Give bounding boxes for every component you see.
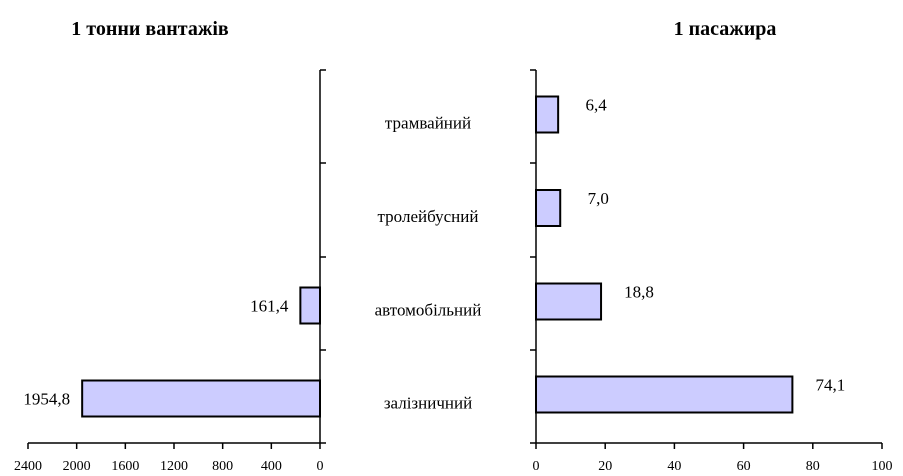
left-x-tick-label: 1200 xyxy=(160,459,188,474)
category-label: тролейбусний xyxy=(378,207,479,226)
left-x-tick-label: 0 xyxy=(317,459,324,474)
left-x-tick-label: 1600 xyxy=(111,459,139,474)
right-bar xyxy=(535,282,603,321)
right-bar xyxy=(535,189,562,227)
category-labels: трамвайний тролейбусний автомобільний заліз… xyxy=(375,114,482,413)
left-bar xyxy=(299,286,322,325)
right-x-tick-label: 60 xyxy=(737,459,751,474)
right-x-tick-label: 40 xyxy=(667,459,681,474)
category-label: автомобільний xyxy=(375,301,482,320)
right-bar xyxy=(535,375,794,414)
right-x-tick-label: 80 xyxy=(806,459,820,474)
right-bar-data-label: 7,0 xyxy=(588,189,609,208)
right-bar-data-label: 18,8 xyxy=(624,283,654,302)
left-chart-area: 2400 2000 1600 1200 800 400 0 161,4 1954,8 xyxy=(14,69,326,474)
left-bar xyxy=(81,379,321,418)
left-x-tick-label: 800 xyxy=(212,459,233,474)
left-bar-data-label: 161,4 xyxy=(250,297,289,316)
right-x-tick-label: 100 xyxy=(872,459,893,474)
left-bar-data-label: 1954,8 xyxy=(23,390,70,409)
left-x-tick-label: 400 xyxy=(261,459,282,474)
right-x-tick-label: 0 xyxy=(533,459,540,474)
left-x-tick-label: 2400 xyxy=(14,459,42,474)
right-chart-area: 0 20 40 60 80 100 6,4 7,0 18,8 74,1 xyxy=(530,69,893,474)
right-bar-data-label: 74,1 xyxy=(816,376,846,395)
category-label: залізничний xyxy=(384,394,472,413)
right-bar-data-label: 6,4 xyxy=(586,96,608,115)
category-label: трамвайний xyxy=(385,114,471,133)
left-x-tick-label: 2000 xyxy=(63,459,91,474)
right-x-tick-label: 20 xyxy=(598,459,612,474)
right-bar xyxy=(535,95,560,134)
left-chart-title: 1 тонни вантажів xyxy=(71,18,229,40)
right-chart-title: 1 пасажира xyxy=(674,18,777,40)
